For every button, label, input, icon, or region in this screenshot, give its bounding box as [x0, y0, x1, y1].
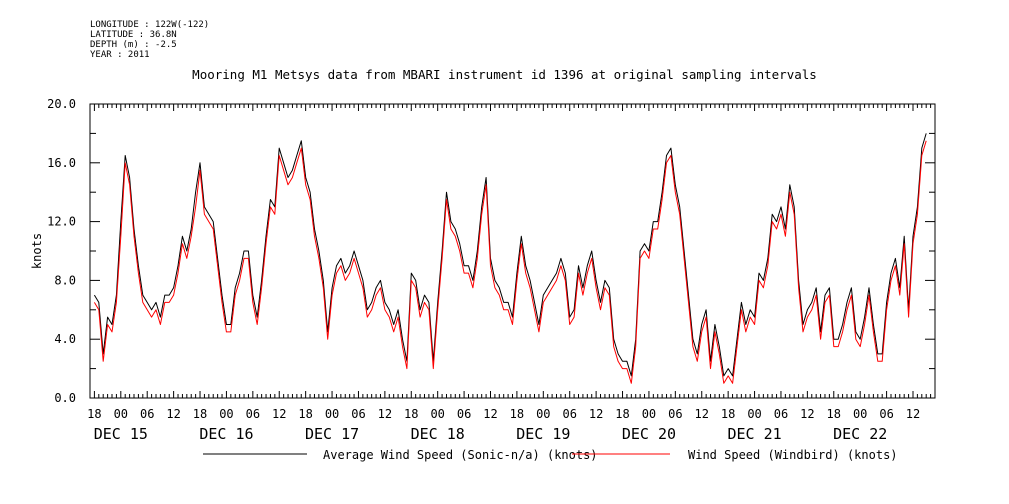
- x-tick-label: 00: [853, 407, 867, 421]
- x-tick-label: 18: [721, 407, 735, 421]
- x-tick-label: 00: [747, 407, 761, 421]
- x-tick-label: 00: [219, 407, 233, 421]
- y-tick-label: 12.0: [47, 215, 76, 229]
- legend: Average Wind Speed (Sonic-n/a) (knots) Wi…: [203, 448, 898, 462]
- x-day-label: DEC 22: [833, 425, 887, 443]
- x-day-label: DEC 16: [199, 425, 253, 443]
- longitude-label: LONGITUDE : 122W(-122): [90, 20, 210, 30]
- x-tick-label: 12: [378, 407, 392, 421]
- x-tick-label: 18: [827, 407, 841, 421]
- x-tick-label: 18: [510, 407, 524, 421]
- metadata-block: LONGITUDE : 122W(-122) LATITUDE : 36.8N …: [90, 20, 209, 60]
- y-tick-label: 20.0: [47, 97, 76, 111]
- x-tick-label: 18: [193, 407, 207, 421]
- y-tick-label: 8.0: [54, 273, 76, 287]
- x-tick-label: 12: [695, 407, 709, 421]
- series-line-windbird-wind-speed: [93, 140, 927, 384]
- depth-label: DEPTH (m) : -2.5: [90, 40, 177, 50]
- x-day-label: DEC 19: [516, 425, 570, 443]
- x-tick-label: 18: [87, 407, 101, 421]
- x-tick-label: 12: [272, 407, 286, 421]
- year-label: YEAR : 2011: [90, 50, 150, 60]
- x-tick-label: 06: [246, 407, 260, 421]
- x-tick-label: 06: [351, 407, 365, 421]
- y-tick-label: 0.0: [54, 391, 76, 405]
- x-tick-label: 00: [114, 407, 128, 421]
- legend-label-windbird: Wind Speed (Windbird) (knots): [688, 448, 898, 462]
- chart-title: Mooring M1 Metsys data from MBARI instru…: [192, 67, 817, 82]
- x-tick-label: 12: [906, 407, 920, 421]
- series-line-average-wind-speed: [93, 133, 927, 377]
- x-day-label: DEC 18: [411, 425, 465, 443]
- x-day-label: DEC 21: [727, 425, 781, 443]
- x-tick-label: 06: [774, 407, 788, 421]
- chart-axes: 18 00 06 12 18 00 06 12 18 00 06 12 18 00 06 12 18 00 06 12…: [30, 97, 936, 443]
- x-day-label: DEC 20: [622, 425, 676, 443]
- x-tick-label: 00: [325, 407, 339, 421]
- x-tick-label: 06: [562, 407, 576, 421]
- y-axis-label: knots: [30, 233, 44, 269]
- x-tick-label: 00: [642, 407, 656, 421]
- latitude-label: LATITUDE : 36.8N: [90, 30, 177, 40]
- x-tick-label: 06: [668, 407, 682, 421]
- x-tick-label: 18: [298, 407, 312, 421]
- x-tick-label: 18: [615, 407, 629, 421]
- x-day-label: DEC 15: [94, 425, 148, 443]
- x-tick-label: 12: [483, 407, 497, 421]
- x-tick-label: 06: [879, 407, 893, 421]
- x-tick-label: 00: [430, 407, 444, 421]
- y-tick-label: 4.0: [54, 332, 76, 346]
- x-tick-label: 06: [140, 407, 154, 421]
- y-tick-label: 16.0: [47, 156, 76, 170]
- x-tick-label: 00: [536, 407, 550, 421]
- x-tick-label: 12: [589, 407, 603, 421]
- x-tick-label: 12: [166, 407, 180, 421]
- x-tick-label: 12: [800, 407, 814, 421]
- x-tick-label: 18: [404, 407, 418, 421]
- legend-label-average: Average Wind Speed (Sonic-n/a) (knots): [323, 448, 598, 462]
- x-tick-label: 06: [457, 407, 471, 421]
- x-day-label: DEC 17: [305, 425, 359, 443]
- series-layer: [93, 133, 927, 384]
